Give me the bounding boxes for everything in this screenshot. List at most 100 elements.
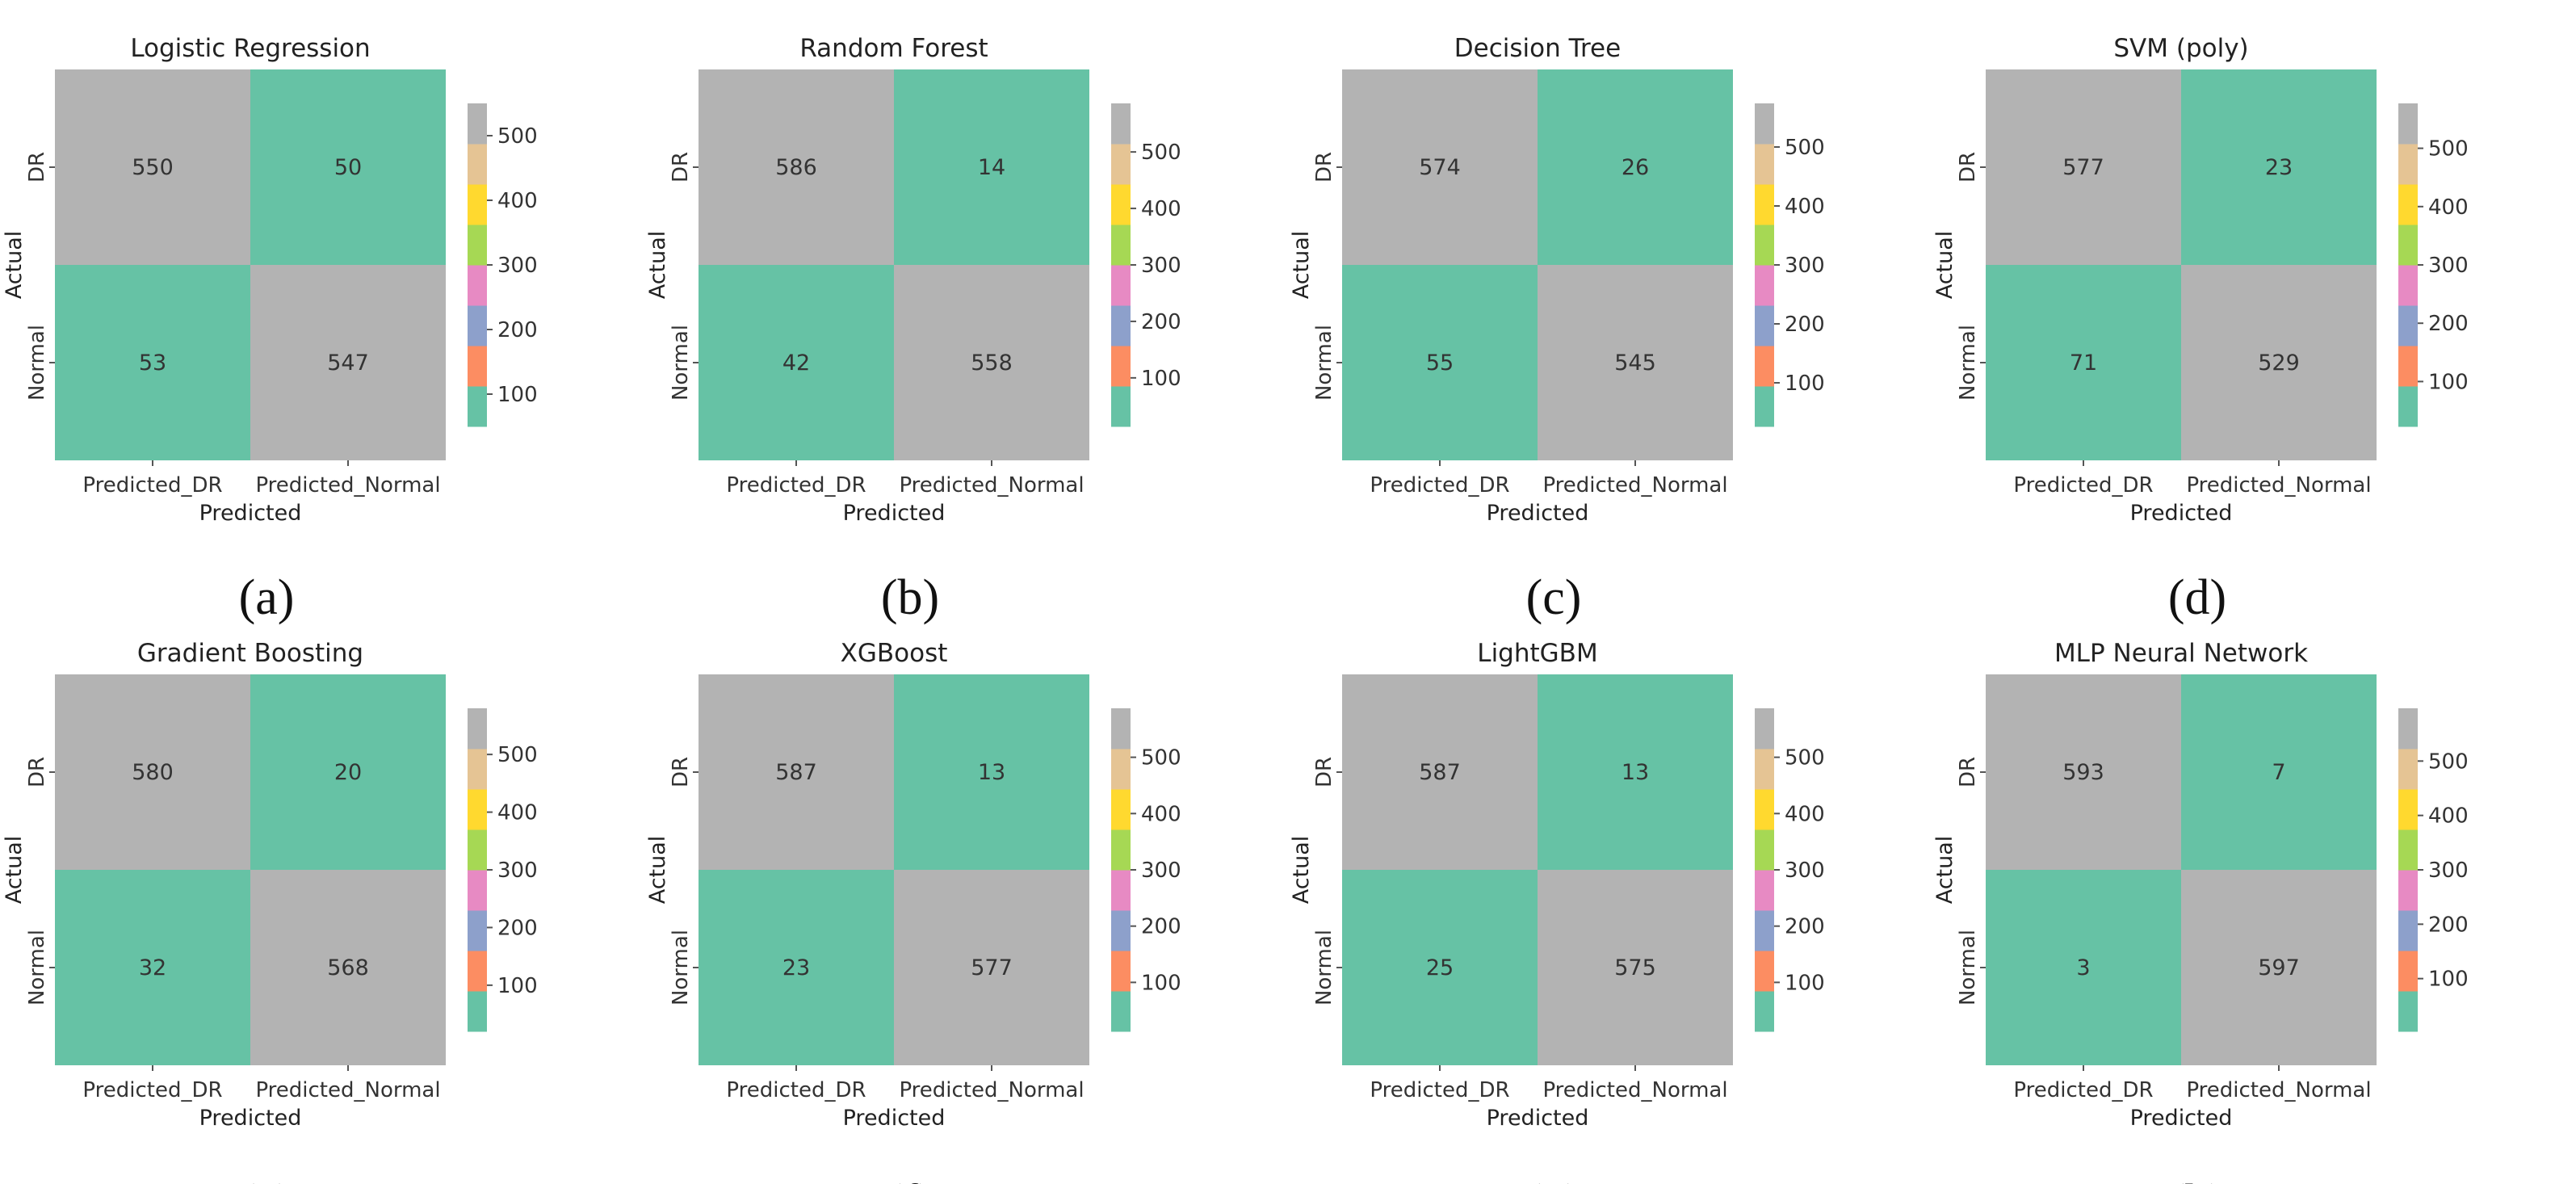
cell-value: 23 — [2265, 155, 2293, 180]
x-axis-label: Predicted — [843, 1106, 946, 1131]
colorbar-band — [2398, 789, 2418, 830]
panel-label: (d) — [2168, 570, 2226, 625]
confusion-matrix-panel: Decision Tree 574 26 55 545 DR Normal Actual Pre… — [1289, 34, 1825, 625]
colorbar-tick-label: 400 — [497, 801, 538, 825]
cell-value: 50 — [334, 155, 362, 180]
x-axis-label: Predicted — [1487, 501, 1589, 526]
colorbar-tick-label: 400 — [2428, 195, 2469, 220]
colorbar-tick-label: 100 — [1141, 971, 1181, 995]
y-tick-label: DR — [25, 757, 49, 787]
cell-value: 42 — [782, 351, 810, 376]
confusion-matrix-panel: Gradient Boosting 580 20 32 568 DR Normal Actua… — [2, 639, 538, 1184]
heatmap-cell — [699, 265, 894, 460]
colorbar-tick-label: 200 — [1785, 915, 1825, 939]
cell-value: 32 — [139, 955, 166, 980]
colorbar-band — [2398, 708, 2418, 749]
heatmap-cell — [1538, 265, 1733, 460]
colorbar-band — [2398, 991, 2418, 1032]
cell-value: 580 — [132, 760, 174, 785]
colorbar-band — [1111, 951, 1131, 992]
y-tick-label: DR — [25, 152, 49, 183]
colorbar-band — [2398, 184, 2418, 225]
x-axis-label: Predicted — [2130, 501, 2233, 526]
cell-value: 13 — [1622, 760, 1649, 785]
chart-title: SVM (poly) — [2113, 34, 2248, 63]
x-tick-label: Predicted_Normal — [1542, 473, 1727, 498]
colorbar-tick-label: 500 — [497, 743, 538, 767]
colorbar-band — [468, 103, 487, 145]
colorbar-band — [2398, 386, 2418, 427]
heatmap-cell — [2181, 870, 2377, 1065]
confusion-matrix-panel: XGBoost 587 13 23 577 DR Normal Actual Predicted… — [645, 639, 1181, 1184]
chart-title: Random Forest — [799, 34, 988, 63]
cell-value: 577 — [971, 955, 1013, 980]
x-tick-label: Predicted_DR — [82, 1078, 222, 1102]
cell-value: 23 — [782, 955, 810, 980]
heatmap-cell — [1342, 265, 1538, 460]
y-tick-label: Normal — [1956, 930, 1980, 1006]
heatmap-cell — [1986, 69, 2181, 265]
colorbar-band — [1111, 910, 1131, 951]
chart-title: Decision Tree — [1454, 34, 1621, 63]
heatmap-cell — [699, 674, 894, 870]
cell-value: 13 — [978, 760, 1005, 785]
x-tick-label: Predicted_DR — [2013, 473, 2153, 498]
y-tick-label: Normal — [669, 325, 693, 401]
colorbar-band — [468, 386, 487, 427]
x-tick-label: Predicted_DR — [82, 473, 222, 498]
colorbar-band — [1755, 789, 1774, 830]
x-axis-label: Predicted — [199, 501, 302, 526]
colorbar-tick-label: 300 — [497, 254, 538, 278]
x-axis-label: Predicted — [1487, 1106, 1589, 1131]
cell-value: 26 — [1622, 155, 1649, 180]
cell-value: 3 — [2076, 955, 2090, 980]
heatmap-cell — [894, 870, 1089, 1065]
colorbar-tick-label: 500 — [497, 124, 538, 149]
colorbar-band — [1111, 829, 1131, 871]
y-axis-label: Actual — [1289, 231, 1314, 300]
colorbar-band — [468, 951, 487, 992]
cell-value: 14 — [978, 155, 1005, 180]
confusion-matrix-panel: LightGBM 587 13 25 575 DR Normal Actual Predicte… — [1289, 639, 1825, 1184]
cell-value: 597 — [2258, 955, 2300, 980]
colorbar-band — [1755, 346, 1774, 387]
y-tick-label: Normal — [25, 930, 49, 1006]
heatmap-cell — [699, 870, 894, 1065]
heatmap-cell — [1342, 69, 1538, 265]
colorbar-band — [468, 225, 487, 266]
panel-label: (c) — [1526, 570, 1582, 625]
colorbar-tick-label: 300 — [2428, 254, 2469, 278]
heatmap-cell — [2181, 69, 2377, 265]
cell-value: 558 — [971, 351, 1013, 376]
x-tick-label: Predicted_DR — [2013, 1078, 2153, 1102]
colorbar-band — [1111, 991, 1131, 1032]
colorbar-band — [468, 789, 487, 830]
x-tick-label: Predicted_Normal — [255, 1078, 440, 1102]
heatmap-cell — [2181, 265, 2377, 460]
heatmap-cell — [1986, 870, 2181, 1065]
chart-title: Logistic Regression — [130, 34, 370, 63]
cell-value: 529 — [2258, 351, 2300, 376]
colorbar-band — [1755, 910, 1774, 951]
y-tick-label: DR — [1956, 757, 1980, 787]
heatmap-cell — [1342, 870, 1538, 1065]
x-axis-label: Predicted — [2130, 1106, 2233, 1131]
y-axis-label: Actual — [645, 836, 670, 905]
cell-value: 577 — [2062, 155, 2104, 180]
cell-value: 7 — [2272, 760, 2285, 785]
cell-value: 20 — [334, 760, 362, 785]
colorbar-band — [2398, 910, 2418, 951]
panel-label: (b) — [881, 570, 939, 625]
colorbar-band — [2398, 103, 2418, 145]
x-axis-label: Predicted — [199, 1106, 302, 1131]
panel-label: (a) — [239, 570, 295, 625]
x-tick-label: Predicted_Normal — [1542, 1078, 1727, 1102]
colorbar-band — [2398, 144, 2418, 185]
y-axis-label: Actual — [2, 836, 27, 905]
colorbar-band — [2398, 749, 2418, 790]
heatmap-cell — [1342, 674, 1538, 870]
heatmap-cell — [1986, 265, 2181, 460]
cell-value: 55 — [1426, 351, 1454, 376]
colorbar-band — [1111, 265, 1131, 306]
